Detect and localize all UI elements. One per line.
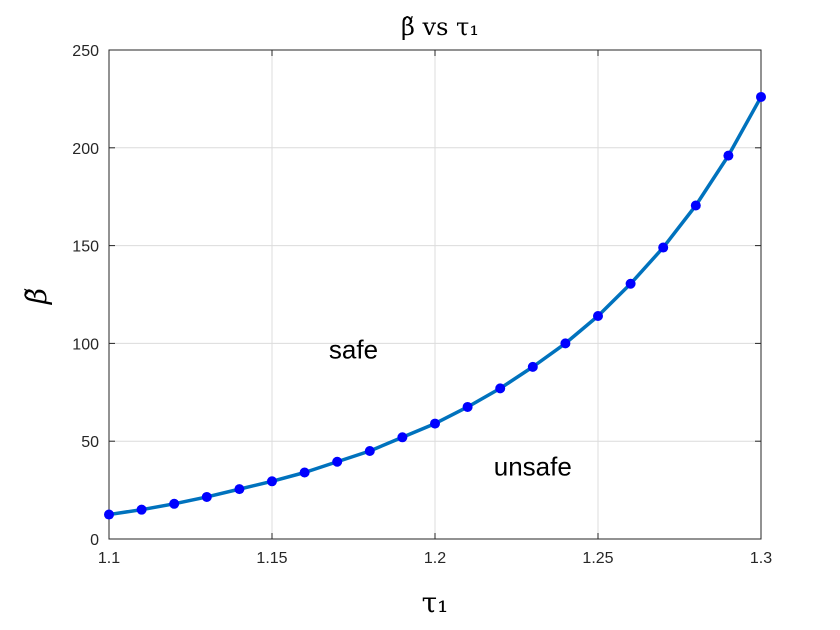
data-point	[267, 476, 277, 487]
data-point	[690, 200, 701, 211]
x-tick-label: 1.1	[98, 550, 120, 567]
y-tick-label: 250	[72, 43, 99, 60]
data-point	[234, 484, 245, 495]
data-point	[364, 445, 375, 456]
y-tick-label: 200	[72, 141, 99, 158]
annotations: safe unsafe	[329, 334, 572, 481]
data-point	[462, 401, 473, 412]
data-point	[560, 338, 571, 349]
axis-ticks: 1.1 1.15 1.2 1.25 1.3 0 50 100 150 200 250	[72, 43, 772, 567]
data-point	[756, 91, 766, 102]
chart-title: β̃ vs τ₁	[401, 13, 479, 41]
x-axis-label: τ₁	[422, 586, 449, 619]
data-point	[658, 242, 669, 253]
data-point	[169, 498, 180, 509]
data-point	[104, 509, 114, 520]
data-point	[136, 504, 147, 515]
y-tick-label: 50	[81, 434, 99, 451]
x-tick-label: 1.25	[582, 550, 613, 567]
y-tick-label: 100	[72, 336, 99, 353]
y-tick-label: 150	[72, 239, 99, 256]
data-point	[723, 150, 734, 161]
data-point	[593, 311, 603, 322]
data-point	[495, 383, 506, 394]
data-point	[527, 361, 538, 372]
data-point	[397, 432, 408, 443]
region-label-safe: safe	[329, 334, 378, 364]
x-tick-label: 1.15	[256, 550, 287, 567]
data-point	[332, 456, 343, 467]
x-tick-label: 1.3	[750, 550, 772, 567]
data-point	[430, 418, 440, 429]
y-axis-label: β̃	[20, 288, 53, 305]
region-label-unsafe: unsafe	[494, 452, 572, 482]
data-point	[299, 467, 310, 478]
series	[104, 91, 766, 520]
y-tick-label: 0	[90, 532, 99, 549]
data-point	[625, 278, 636, 289]
x-tick-label: 1.2	[424, 550, 446, 567]
data-point	[201, 491, 212, 502]
grid-lines	[108, 49, 762, 540]
